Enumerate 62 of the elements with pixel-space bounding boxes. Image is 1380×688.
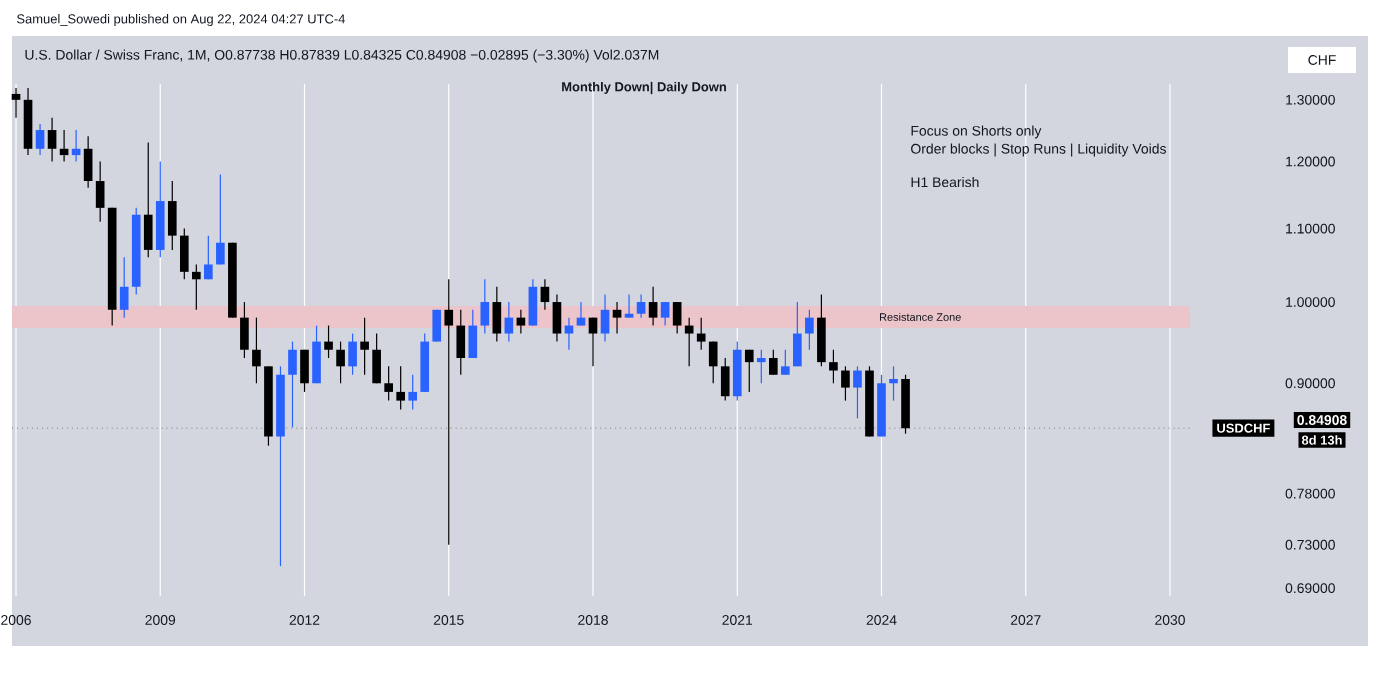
candlestick	[648, 286, 658, 327]
candlestick	[684, 317, 694, 367]
candlestick	[95, 160, 105, 223]
candlestick	[672, 301, 682, 335]
candlestick	[576, 301, 586, 327]
candlestick	[204, 235, 213, 280]
candlestick	[516, 309, 526, 335]
candlestick	[732, 340, 742, 402]
candlestick	[360, 317, 369, 376]
candlestick	[240, 301, 249, 359]
candlestick	[612, 301, 622, 335]
candlestick	[408, 374, 418, 411]
candlestick	[492, 286, 502, 343]
candlestick	[744, 349, 754, 393]
candlestick	[300, 349, 309, 393]
candlestick	[552, 293, 562, 343]
candlestick	[396, 365, 405, 411]
candlestick	[600, 293, 610, 343]
candlestick	[805, 309, 814, 351]
candlestick	[756, 349, 766, 384]
candlestick	[817, 293, 826, 367]
candlestick	[708, 340, 718, 384]
candlestick	[504, 301, 514, 343]
candlestick	[288, 340, 297, 428]
candlestick	[324, 324, 333, 359]
candlestick	[781, 349, 790, 376]
candlestick	[793, 301, 802, 367]
candlestick	[83, 135, 93, 189]
candlestick	[216, 173, 225, 266]
candlestick	[35, 123, 45, 156]
candlestick	[432, 309, 442, 343]
candlestick	[444, 278, 454, 546]
candlestick	[480, 278, 490, 335]
candlestick	[540, 278, 550, 311]
candlestick	[336, 340, 345, 384]
candlestick	[468, 309, 478, 359]
candlestick	[720, 357, 730, 402]
candlestick	[660, 301, 670, 327]
candlestick	[47, 117, 57, 163]
candlestick	[191, 263, 201, 311]
candlestick	[636, 293, 646, 319]
candlestick	[889, 365, 898, 402]
candlestick	[252, 317, 261, 384]
candlestick	[384, 365, 393, 402]
candlestick	[179, 228, 189, 280]
candlestick	[456, 309, 466, 376]
candlestick	[853, 365, 862, 419]
candlestick	[119, 256, 129, 319]
candlestick	[564, 317, 574, 351]
candlestick	[167, 180, 177, 251]
candlestick	[11, 87, 21, 119]
candlestick	[143, 141, 153, 258]
candlestick	[768, 349, 778, 376]
candlestick	[372, 332, 381, 384]
candlestick	[312, 324, 321, 384]
candlestick	[588, 317, 598, 367]
candlestick	[696, 317, 706, 351]
candlestick	[624, 293, 634, 319]
candlestick	[348, 332, 357, 376]
candlestick	[528, 278, 538, 327]
candlestick	[841, 365, 850, 402]
candlestick	[829, 349, 838, 384]
